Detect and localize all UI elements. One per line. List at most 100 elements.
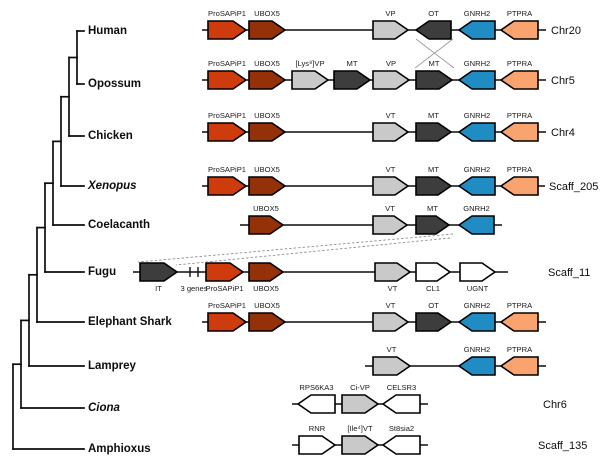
gene-label: VP: [386, 59, 396, 68]
species-label-opossum: Opossum: [88, 78, 142, 90]
gene-arrow-vt: [372, 312, 410, 332]
gene-label: PTPRA: [507, 111, 533, 120]
gene-arrow-vp: [372, 20, 410, 40]
gene-label: IT: [155, 284, 162, 293]
phylogenetic-tree: [12, 30, 85, 450]
gap-label: 3 genes: [180, 284, 207, 293]
gene-arrow-cl1: [415, 262, 452, 282]
species-label-lamprey: Lamprey: [88, 360, 136, 372]
gene-label: UBOX5: [254, 9, 280, 18]
gene-label: VT: [386, 301, 396, 310]
gene-arrow-lysvp: [291, 70, 330, 90]
gene-arrow-it: [139, 262, 179, 282]
gene-label: PTPRA: [507, 301, 533, 310]
gene-label: RPS6KA3: [299, 383, 333, 392]
gene-label: St8sia2: [389, 424, 414, 433]
chromosome-label: Scaff_11: [548, 267, 590, 279]
gene-label: ProSAPiP1: [208, 59, 246, 68]
gene-label: GNRH2: [464, 111, 491, 120]
gene-label: MT: [428, 111, 439, 120]
gene-label: GNRH2: [464, 345, 491, 354]
gene-arrow-ot: [414, 20, 452, 40]
gene-arrow-ubox5: [248, 215, 285, 235]
species-label-ciona: Ciona: [88, 402, 120, 414]
translocation-dashed-line: [137, 233, 454, 263]
gene-label: UGNT: [467, 284, 489, 293]
gene-label: ProSAPiP1: [208, 111, 246, 120]
gene-arrow-ugnt: [459, 262, 497, 282]
gene-arrow-vt: [372, 356, 412, 376]
gene-label: PTPRA: [507, 59, 533, 68]
gene-arrow-gnrh2: [457, 70, 496, 90]
gene-arrow-ubox5: [248, 312, 287, 332]
gene-label: GNRH2: [464, 59, 491, 68]
gene-arrow-rps6ka3: [296, 394, 336, 414]
gene-arrow-st8sia2: [381, 435, 421, 455]
gene-label: ProSAPiP1: [208, 9, 246, 18]
gene-label: PTPRA: [507, 165, 533, 174]
gene-label: CELSR3: [387, 383, 417, 392]
gene-label: MT: [428, 165, 439, 174]
annotations: [137, 38, 455, 266]
gene-arrow-civp: [341, 394, 380, 414]
gene-arrow-ptpra: [499, 122, 539, 142]
gene-label: UBOX5: [254, 111, 280, 120]
gene-rows: ProSAPiP1 UBOX5 VP OT GNRH2 PTPRA Chr20 ProSAPi…: [133, 9, 598, 455]
chromosome-label: Scaff_205: [549, 181, 598, 193]
gene-arrow-mt: [415, 176, 453, 196]
gene-arrow-vt: [372, 176, 410, 196]
gene-arrow-celsr3: [381, 394, 421, 414]
gene-label: ProSAPiP1: [208, 301, 246, 310]
gene-label: VT: [385, 204, 395, 213]
gene-label: VT: [388, 284, 398, 293]
inversion-cross-line: [415, 38, 455, 69]
chromosome-label: Chr4: [551, 127, 575, 139]
gene-arrow-ubox5: [248, 70, 287, 90]
gene-arrow-gnrh2: [457, 176, 496, 196]
gene-label: [Ile⁴]VT: [347, 424, 373, 433]
gene-arrow-ilevt: [341, 435, 380, 455]
gene-arrow-prosapip1: [205, 262, 245, 282]
species-label-coelacanth: Coelacanth: [88, 219, 150, 231]
gene-arrow-prosapip1: [207, 176, 248, 196]
gene-label: OT: [428, 301, 439, 310]
gene-arrow-ptpra: [499, 356, 539, 376]
chromosome-label: Chr5: [551, 75, 575, 87]
gene-label: RNR: [309, 424, 326, 433]
gene-label: UBOX5: [254, 59, 280, 68]
gene-arrow-gnrh2: [457, 215, 495, 235]
gene-arrow-rnr: [298, 435, 337, 455]
gene-arrow-vt: [372, 122, 410, 142]
gene-label: [Lys⁸]VP: [295, 59, 324, 68]
gene-arrow-vt: [374, 262, 412, 282]
gene-label: VP: [385, 9, 395, 18]
gene-arrow-ot: [415, 312, 453, 332]
gene-arrow-prosapip1: [207, 70, 248, 90]
gene-label: PTPRA: [507, 9, 533, 18]
translocation-dashed-line: [175, 237, 451, 266]
gene-label: UBOX5: [254, 165, 280, 174]
species-label-human: Human: [88, 25, 127, 37]
gene-arrow-ptpra: [499, 70, 539, 90]
chromosome-label: Chr6: [543, 399, 567, 411]
gene-arrow-vt: [372, 215, 409, 235]
gene-arrow-prosapip1: [207, 20, 248, 40]
gene-label: GNRH2: [464, 165, 491, 174]
gene-arrow-mt: [415, 70, 454, 90]
gene-arrow-ubox5: [248, 262, 285, 282]
species-label-chicken: Chicken: [88, 130, 133, 142]
gene-label: MT: [347, 59, 358, 68]
gene-arrow-ubox5: [248, 176, 287, 196]
gene-arrow-gnrh2: [457, 122, 496, 142]
chromosome-label: Scaff_135: [538, 440, 587, 452]
gene-label: MT: [429, 59, 440, 68]
species-label-elephant-shark: Elephant Shark: [88, 316, 172, 328]
gene-label: GNRH2: [464, 301, 491, 310]
gene-label: UBOX5: [253, 284, 279, 293]
gene-label: GNRH2: [463, 204, 490, 213]
gene-arrow-vp: [372, 70, 411, 90]
gene-arrow-ubox5: [248, 20, 287, 40]
gene-label: VT: [387, 345, 397, 354]
chromosome-label: Chr20: [551, 25, 581, 37]
